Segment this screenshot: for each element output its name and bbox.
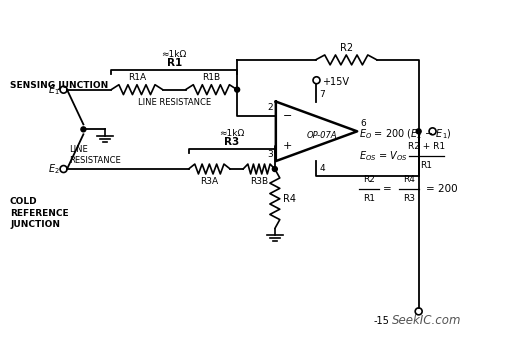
Text: $E_{OS}$ = $V_{OS}$: $E_{OS}$ = $V_{OS}$ [358,149,407,163]
Text: +15V: +15V [322,77,349,87]
Text: R3A: R3A [200,177,218,186]
Text: R1A: R1A [128,73,146,82]
Text: R1: R1 [362,194,374,203]
Text: −: − [282,111,292,121]
Circle shape [234,87,239,92]
Text: R3B: R3B [249,177,268,186]
Text: $E_1$: $E_1$ [48,83,60,97]
Text: COLD
REFERENCE
JUNCTION: COLD REFERENCE JUNCTION [10,197,69,229]
Text: SENSING JUNCTION: SENSING JUNCTION [10,81,108,90]
Text: 3: 3 [267,150,272,159]
Text: R2 + R1: R2 + R1 [407,142,444,151]
Circle shape [81,127,86,132]
Text: R4: R4 [282,194,295,204]
Text: R4: R4 [402,175,414,184]
Text: LINE RESISTANCE: LINE RESISTANCE [137,98,210,107]
Text: R1: R1 [420,161,432,170]
Text: R3: R3 [223,137,239,147]
Text: 7: 7 [319,89,325,99]
Text: R3: R3 [402,194,414,203]
Text: OP-07A: OP-07A [306,131,336,140]
Text: R1B: R1B [202,73,220,82]
Text: 6: 6 [359,119,365,128]
Text: SeekIC.com: SeekIC.com [391,314,461,327]
Text: LINE
RESISTANCE: LINE RESISTANCE [69,145,121,165]
Text: +: + [282,141,292,151]
Text: -15: -15 [372,316,388,326]
Text: ≈1kΩ: ≈1kΩ [161,50,186,59]
Text: 4: 4 [319,164,324,173]
Text: R2: R2 [362,175,374,184]
Text: = 200: = 200 [425,184,457,194]
Text: =: = [382,184,390,194]
Text: R1: R1 [166,58,181,68]
Text: 2: 2 [267,104,272,112]
Text: $E_2$: $E_2$ [48,162,60,176]
Text: $E_O$ = 200 ($E_2$ − $E_1$): $E_O$ = 200 ($E_2$ − $E_1$) [358,128,451,141]
Circle shape [415,129,420,134]
Text: ≈1kΩ: ≈1kΩ [219,129,244,138]
Text: R2: R2 [339,43,352,53]
Circle shape [272,166,277,172]
